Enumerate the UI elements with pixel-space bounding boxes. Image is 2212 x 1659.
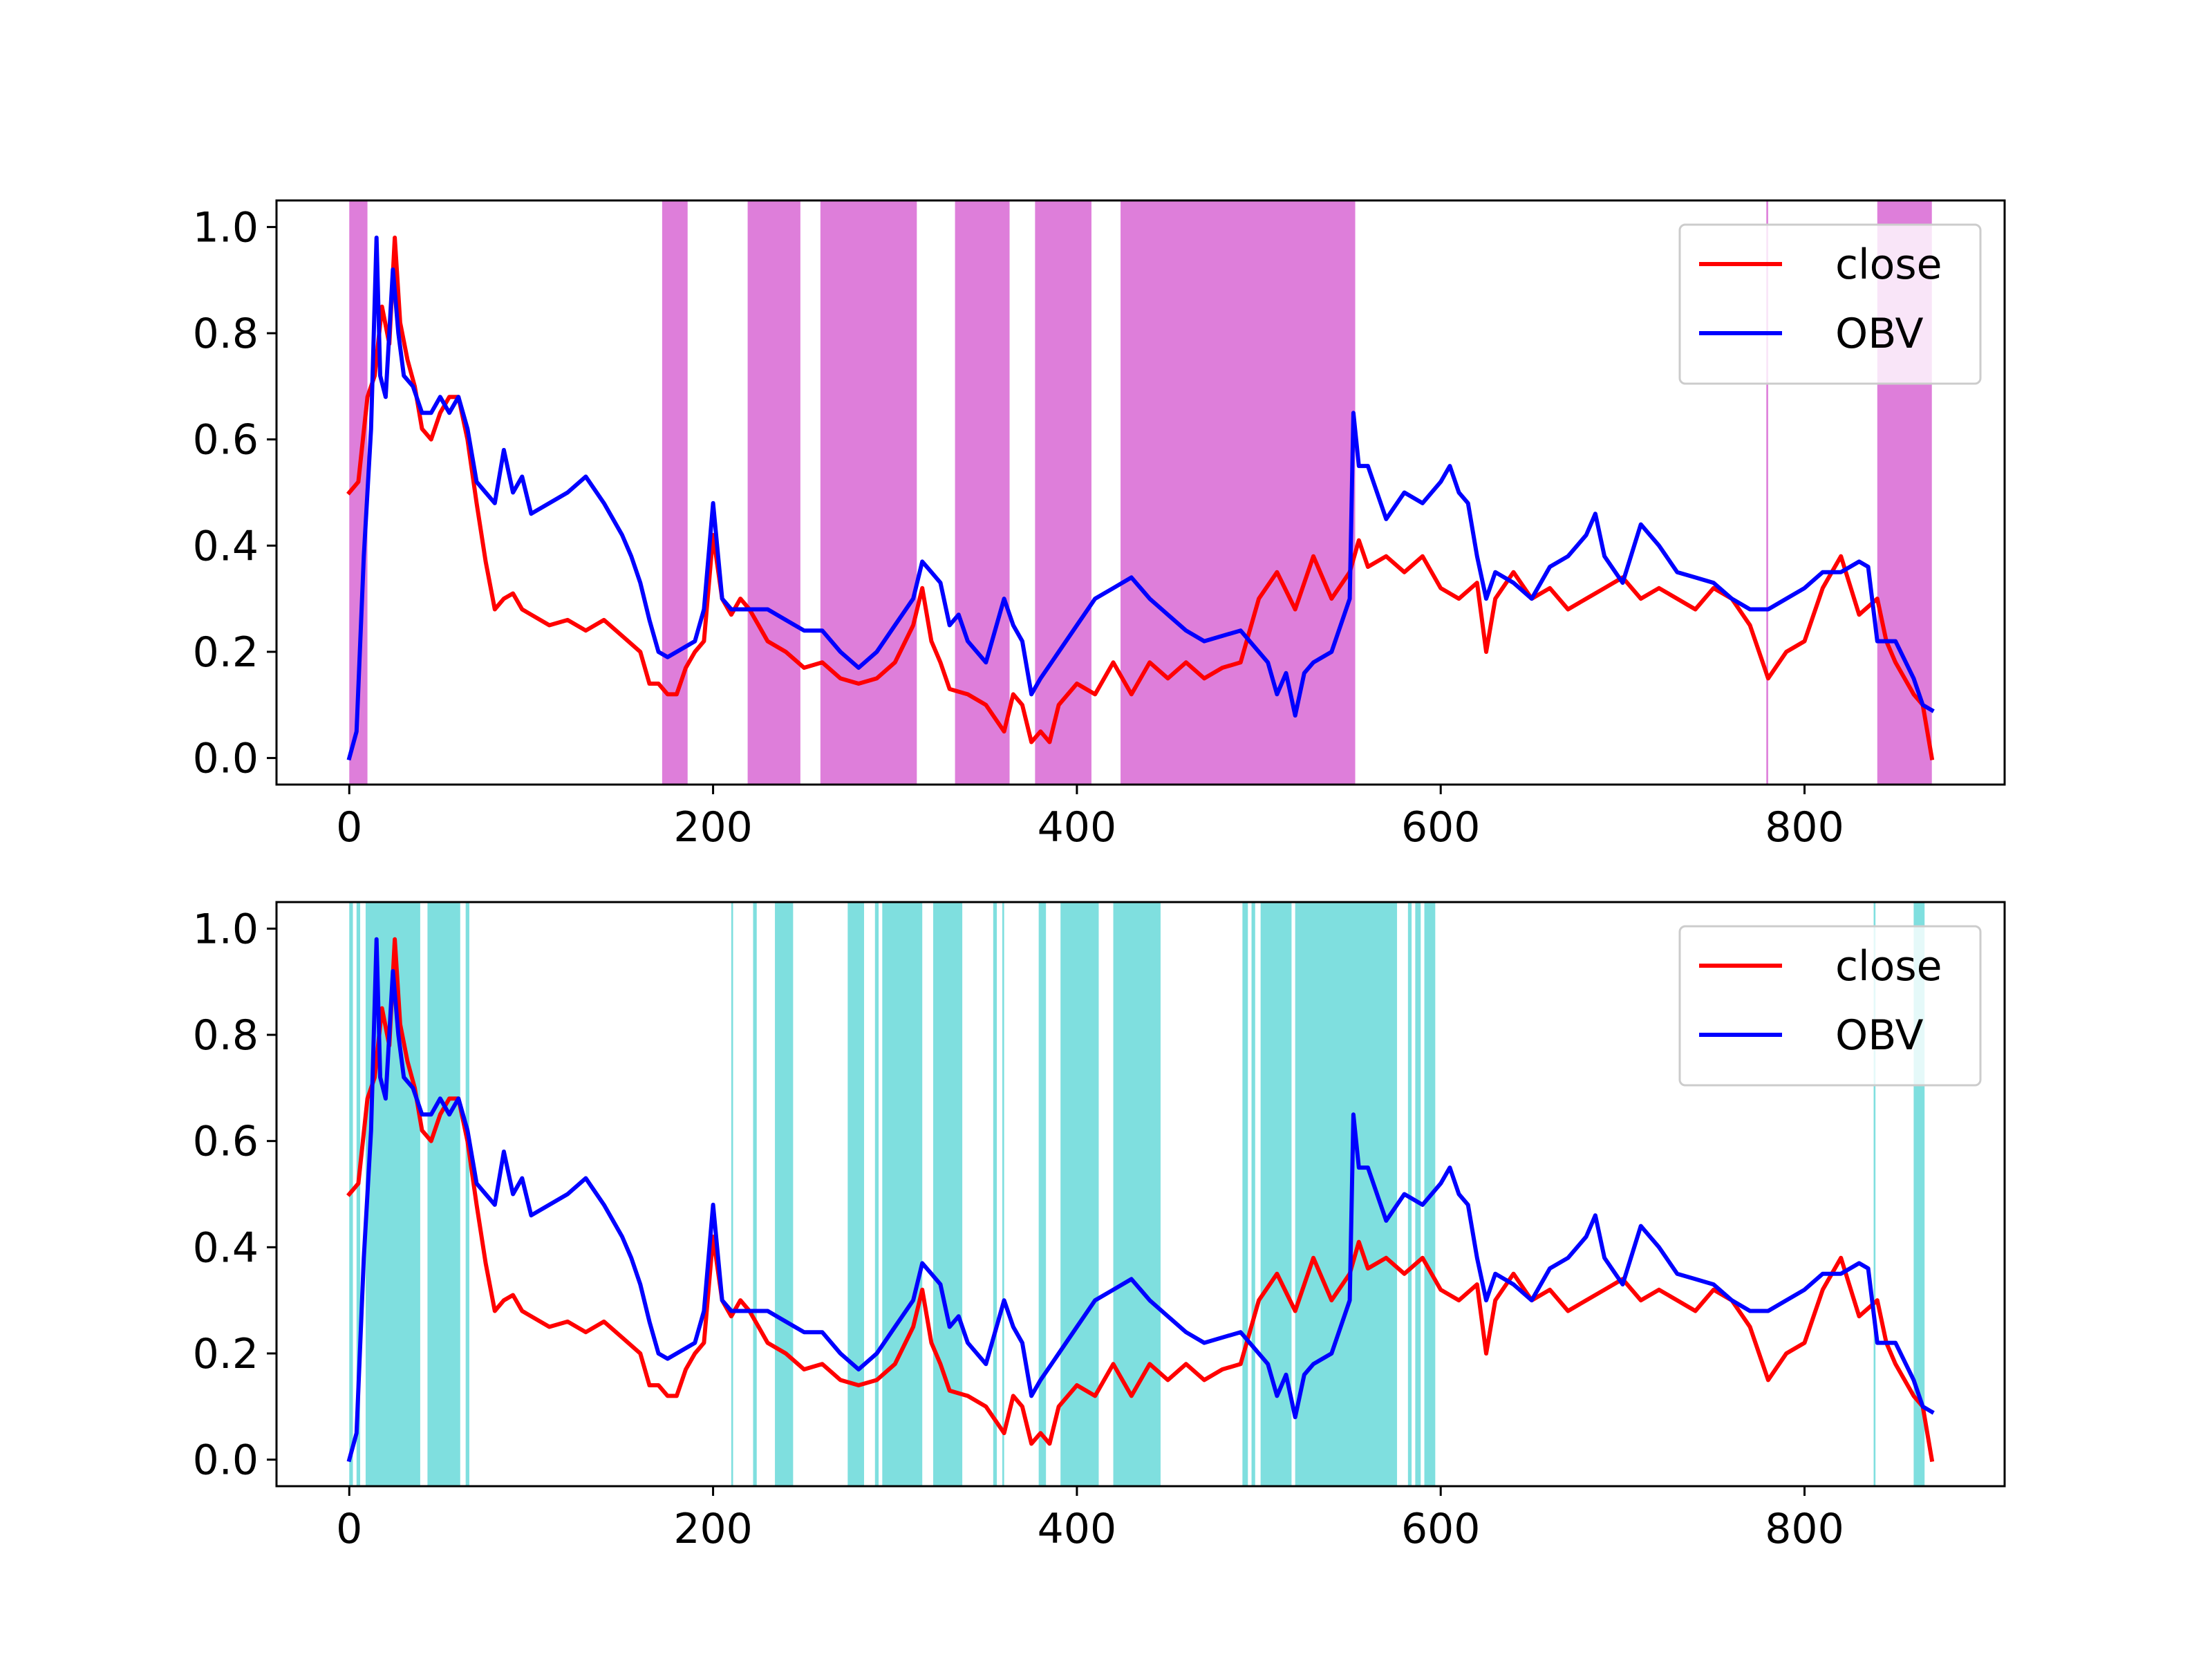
x-tick-label: 600: [1401, 803, 1481, 852]
y-tick-label: 1.0: [193, 203, 259, 252]
y-tick-label: 0.4: [193, 522, 259, 570]
shaded-interval: [1242, 902, 1248, 1486]
series-line-obv: [346, 235, 1935, 761]
x-tick-label: 800: [1765, 803, 1844, 852]
shaded-interval: [1766, 200, 1768, 785]
axes-frame: [275, 901, 2006, 1488]
shaded-interval: [1407, 902, 1412, 1486]
y-tick-label: 0.6: [193, 416, 259, 465]
x-tick-label: 400: [1038, 803, 1117, 852]
shaded-interval: [747, 200, 800, 785]
shaded-interval: [933, 902, 963, 1486]
shaded-interval: [427, 902, 460, 1486]
shaded-interval: [1121, 200, 1356, 785]
x-tick-label: 200: [673, 1505, 753, 1553]
axes-frame: [275, 199, 2006, 786]
shaded-interval: [874, 902, 879, 1486]
series-line-close: [346, 235, 1935, 761]
legend-label-obv: OBV: [1835, 310, 1924, 358]
shaded-interval: [882, 902, 923, 1486]
shaded-interval: [1251, 902, 1255, 1486]
y-tick-label: 0.2: [193, 1330, 259, 1378]
series-line-close: [346, 937, 1935, 1463]
y-tick-label: 0.0: [193, 1436, 259, 1485]
bottom-chart-panel: 0 200 400 600 800 0.0 0.2 0.4 0.6 0.8 1.0 close OBV: [193, 901, 2006, 1553]
shaded-interval: [465, 902, 469, 1486]
shaded-interval: [731, 902, 733, 1486]
shaded-interval: [1113, 902, 1161, 1486]
shaded-interval: [662, 200, 688, 785]
x-tick-label: 200: [673, 803, 753, 852]
legend-label-close: close: [1835, 942, 1942, 991]
shaded-interval: [1260, 902, 1292, 1486]
x-tick-label: 800: [1765, 1505, 1844, 1553]
shaded-interval: [356, 902, 361, 1486]
shaded-interval: [1295, 902, 1398, 1486]
shaded-interval: [1415, 902, 1421, 1486]
legend: close OBV: [1678, 925, 1982, 1087]
legend-label-close: close: [1835, 241, 1942, 289]
series-line-obv: [346, 937, 1935, 1463]
x-tick-label: 0: [336, 803, 362, 852]
shaded-interval: [753, 902, 757, 1486]
y-tick-label: 0.2: [193, 628, 259, 677]
shaded-interval: [1873, 902, 1876, 1486]
y-tick-label: 0.8: [193, 1011, 259, 1060]
y-tick-label: 1.0: [193, 905, 259, 953]
legend-label-obv: OBV: [1835, 1011, 1924, 1060]
shaded-interval: [847, 902, 864, 1486]
shaded-interval: [1002, 902, 1004, 1486]
x-tick-label: 600: [1401, 1505, 1481, 1553]
legend: close OBV: [1678, 223, 1982, 385]
shaded-interval: [955, 200, 1010, 785]
x-tick-label: 400: [1038, 1505, 1117, 1553]
x-tick-label: 0: [336, 1505, 362, 1553]
shaded-interval: [993, 902, 997, 1486]
shaded-interval: [775, 902, 794, 1486]
y-tick-label: 0.4: [193, 1224, 259, 1272]
shaded-interval: [1038, 902, 1047, 1486]
shaded-interval: [820, 200, 917, 785]
y-tick-label: 0.6: [193, 1118, 259, 1166]
series-lines: [346, 937, 1935, 1463]
y-tick-label: 0.0: [193, 735, 259, 783]
top-chart-panel: 0 200 400 600 800 0.0 0.2 0.4 0.6 0.8 1.0 close OBV: [193, 199, 2006, 852]
series-lines: [346, 235, 1935, 761]
y-tick-label: 0.8: [193, 310, 259, 358]
